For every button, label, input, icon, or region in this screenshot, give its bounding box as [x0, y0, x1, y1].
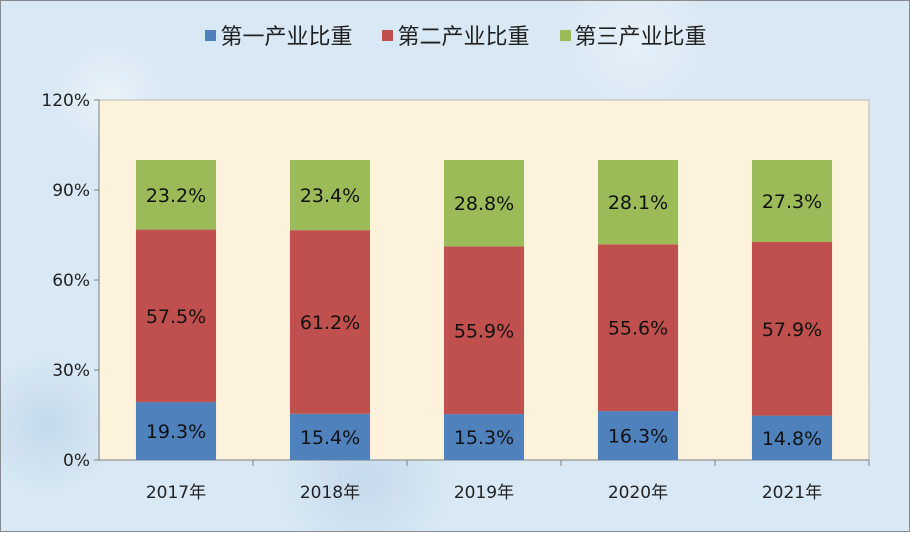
data-label: 14.8% — [762, 428, 822, 450]
x-tick-label: 2017年 — [146, 483, 206, 503]
y-tick-label: 90% — [52, 181, 90, 201]
legend-swatch — [382, 29, 394, 41]
bar-segment — [289, 230, 371, 414]
data-label: 57.5% — [146, 306, 206, 328]
legend-item: 第一产业比重 — [205, 19, 352, 51]
x-tick-label: 2019年 — [454, 483, 514, 503]
bar-segment — [443, 160, 525, 247]
y-tick-label: 60% — [52, 271, 90, 291]
bar-segment — [289, 160, 371, 231]
data-label: 28.1% — [608, 192, 668, 214]
legend-label: 第一产业比重 — [220, 25, 353, 50]
bar-segment — [751, 160, 833, 242]
data-label: 23.2% — [146, 185, 206, 207]
data-label: 61.2% — [300, 312, 360, 334]
legend-label: 第三产业比重 — [574, 25, 707, 50]
bar-segment — [135, 160, 217, 230]
bar-segment — [135, 229, 217, 403]
data-label: 15.4% — [300, 427, 360, 449]
x-tick-label: 2018年 — [300, 483, 360, 503]
data-label: 16.3% — [608, 426, 668, 448]
legend-item: 第三产业比重 — [559, 19, 707, 51]
y-tick-label: 0% — [63, 451, 90, 471]
data-label: 57.9% — [762, 319, 822, 341]
bar-segment — [597, 411, 679, 460]
data-label: 15.3% — [454, 427, 514, 449]
x-tick-label: 2021年 — [762, 483, 822, 503]
bar-segment — [751, 241, 833, 416]
legend-swatch — [559, 29, 571, 41]
bar-segment — [751, 415, 833, 460]
data-label: 19.3% — [146, 421, 206, 443]
bar-segment — [443, 246, 525, 415]
chart-legend: 第一产业比重 第二产业比重 第三产业比重 — [1, 19, 910, 51]
bar-segment — [443, 414, 525, 460]
x-tick-label: 2020年 — [608, 483, 668, 503]
legend-item: 第二产业比重 — [382, 19, 530, 51]
legend-swatch — [205, 29, 217, 41]
data-label: 55.9% — [454, 320, 514, 342]
y-tick-label: 30% — [52, 361, 90, 381]
bar-segment — [135, 402, 217, 460]
y-tick-label: 120% — [41, 91, 90, 111]
data-label: 28.8% — [454, 193, 514, 215]
data-label: 23.4% — [300, 185, 360, 207]
bar-segment — [597, 160, 679, 245]
data-label: 55.6% — [608, 318, 668, 340]
bar-segment — [597, 244, 679, 412]
legend-label: 第二产业比重 — [397, 25, 530, 50]
bar-segment — [289, 413, 371, 460]
data-label: 27.3% — [762, 191, 822, 213]
